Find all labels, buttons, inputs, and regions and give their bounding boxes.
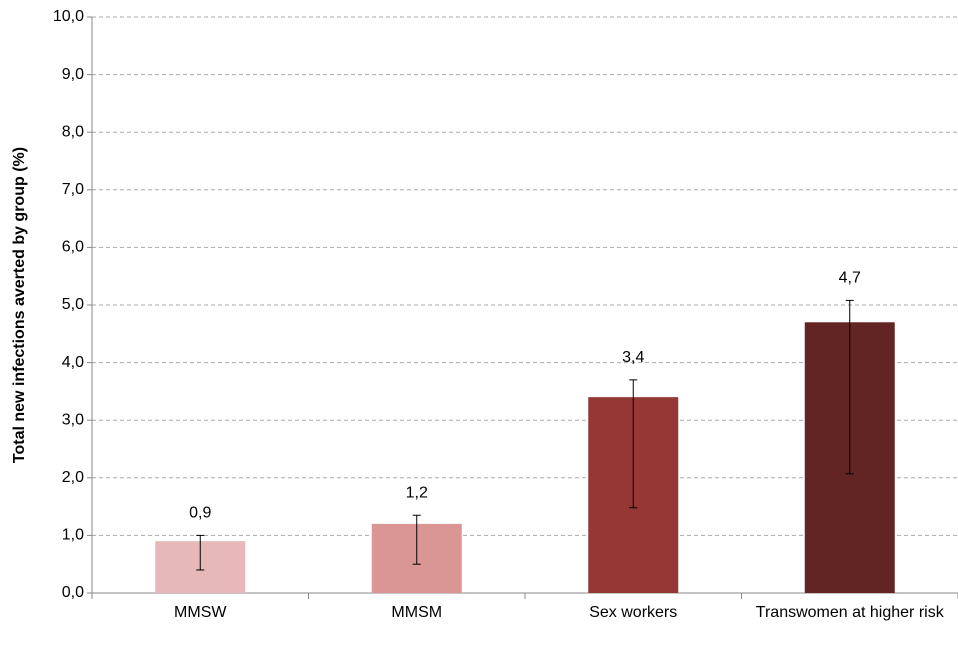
y-axis-title: Total new infections averted by group (%… — [11, 147, 28, 463]
value-label: 4,7 — [839, 270, 861, 287]
y-tick-label: 1,0 — [62, 527, 84, 544]
y-tick-label: 10,0 — [53, 8, 84, 25]
x-tick-label: MMSM — [391, 604, 443, 621]
x-tick-label: Sex workers — [589, 604, 678, 621]
y-tick-label: 4,0 — [62, 354, 84, 371]
y-tick-label: 7,0 — [62, 181, 84, 198]
y-tick-label: 3,0 — [62, 411, 84, 428]
y-tick-label: 2,0 — [62, 469, 84, 486]
y-tick-label: 0,0 — [62, 584, 84, 601]
x-tick-label: Transwomen at higher risk — [755, 604, 944, 621]
y-tick-label: 6,0 — [62, 239, 84, 256]
x-tick-label: MMSW — [174, 604, 227, 621]
y-tick-label: 5,0 — [62, 296, 84, 313]
value-label: 0,9 — [189, 505, 211, 522]
value-label: 3,4 — [622, 349, 644, 366]
value-label: 1,2 — [406, 484, 428, 501]
y-tick-label: 8,0 — [62, 123, 84, 140]
y-tick-label: 9,0 — [62, 66, 84, 83]
